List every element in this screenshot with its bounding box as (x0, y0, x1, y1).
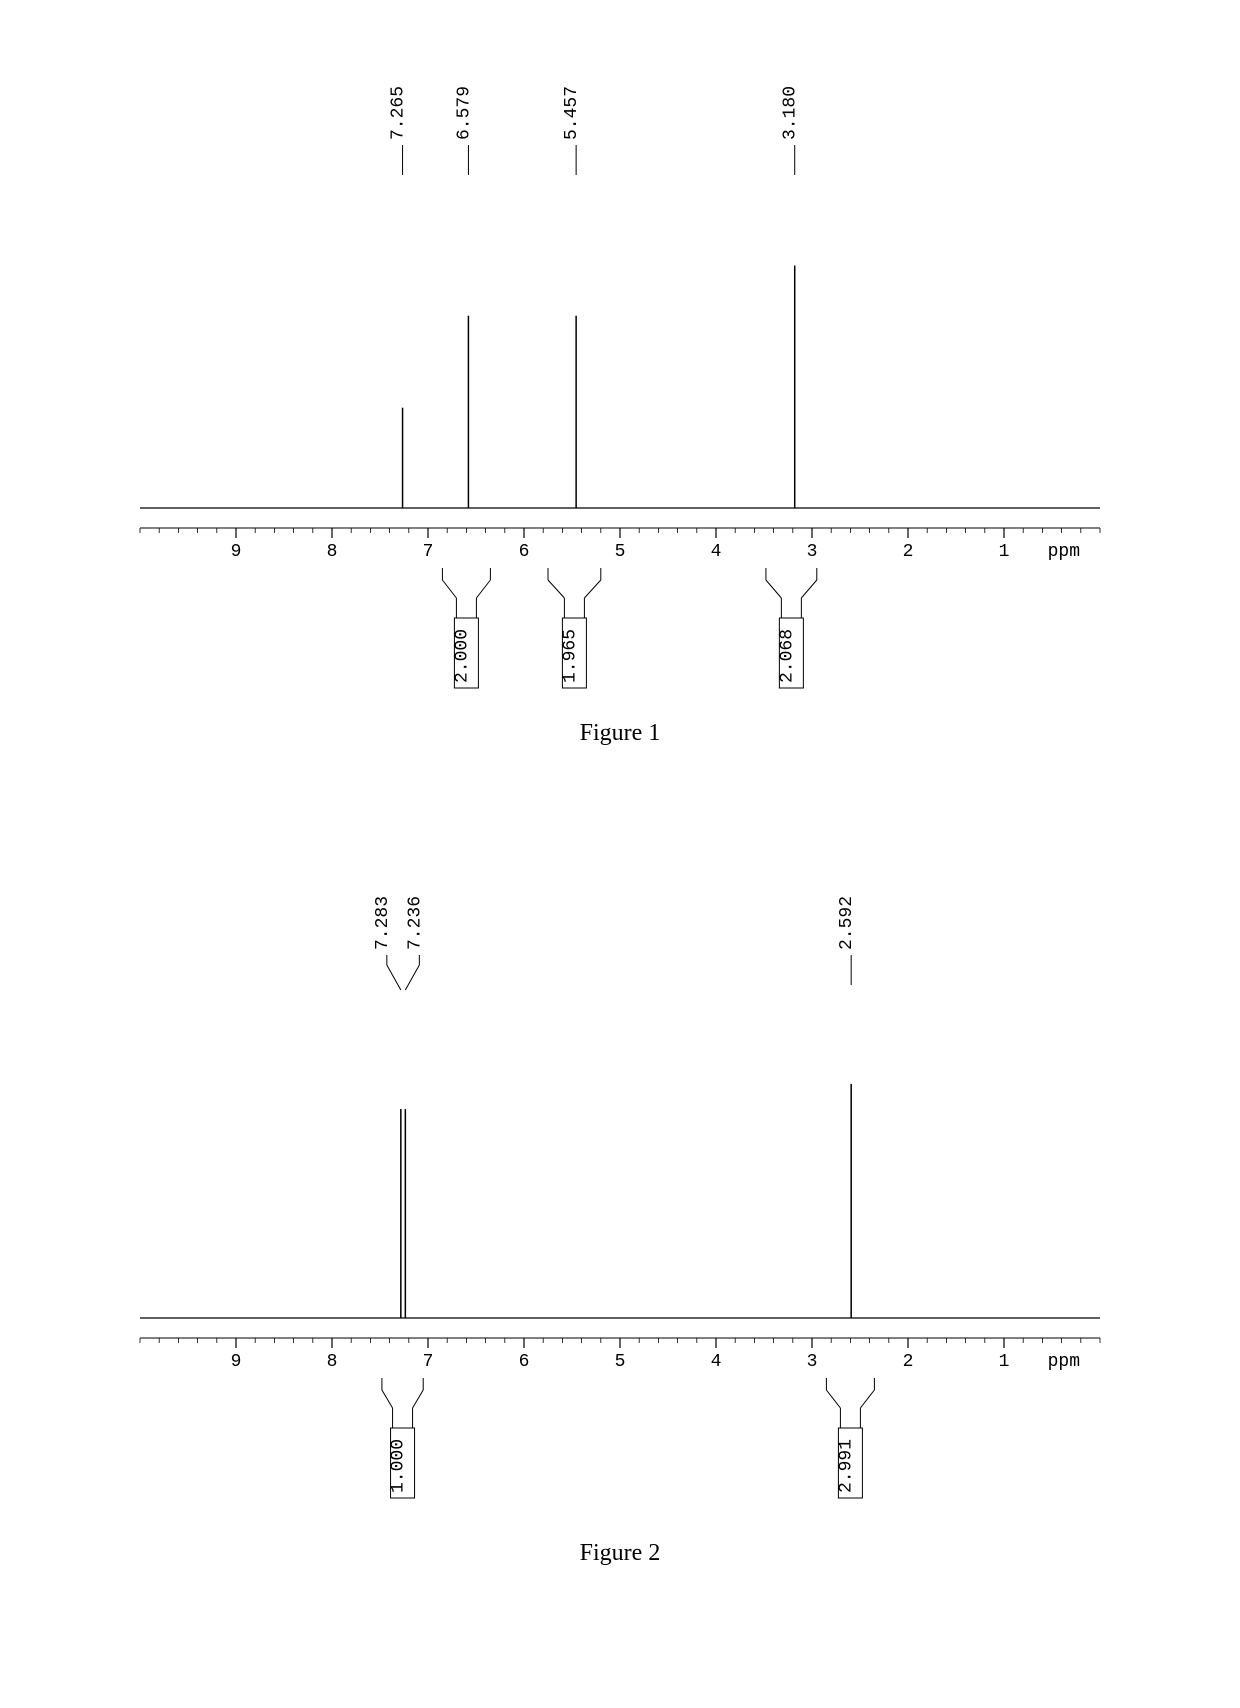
svg-text:1.000: 1.000 (389, 1439, 409, 1493)
page: 9 8 7 6 5 4 3 2 1 ppm 7.265 6.579 5.457 3.180 2.000 1.9… (0, 0, 1240, 1708)
svg-text:3: 3 (807, 542, 818, 562)
svg-text:7: 7 (423, 542, 434, 562)
svg-text:2: 2 (903, 1352, 914, 1372)
svg-text:2.068: 2.068 (777, 629, 797, 683)
svg-text:2: 2 (903, 542, 914, 562)
svg-text:7.265: 7.265 (389, 86, 409, 140)
svg-text:5.457: 5.457 (562, 86, 582, 140)
svg-text:6.579: 6.579 (454, 86, 474, 140)
svg-text:3.180: 3.180 (781, 86, 801, 140)
figure-2-container: 9 8 7 6 5 4 3 2 1 ppm 7.283 7.236 2.592 1.000 2.991 (130, 870, 1110, 1510)
svg-text:ppm: ppm (1048, 1352, 1080, 1372)
svg-text:6: 6 (519, 542, 530, 562)
nmr-spectrum-figure-2: 9 8 7 6 5 4 3 2 1 ppm 7.283 7.236 2.592 1.000 2.991 (130, 870, 1110, 1510)
svg-text:8: 8 (327, 542, 338, 562)
svg-text:1: 1 (999, 542, 1010, 562)
svg-text:7.283: 7.283 (373, 896, 393, 950)
svg-text:8: 8 (327, 1352, 338, 1372)
svg-text:2.592: 2.592 (837, 896, 857, 950)
figure-2-caption: Figure 2 (0, 1540, 1240, 1567)
svg-text:1.965: 1.965 (560, 629, 580, 683)
svg-text:9: 9 (231, 1352, 242, 1372)
svg-text:3: 3 (807, 1352, 818, 1372)
svg-text:4: 4 (711, 542, 722, 562)
nmr-spectrum-figure-1: 9 8 7 6 5 4 3 2 1 ppm 7.265 6.579 5.457 3.180 2.000 1.9… (130, 60, 1110, 700)
svg-text:2.991: 2.991 (836, 1439, 856, 1493)
svg-text:5: 5 (615, 542, 626, 562)
figure-1-container: 9 8 7 6 5 4 3 2 1 ppm 7.265 6.579 5.457 3.180 2.000 1.9… (130, 60, 1110, 700)
svg-text:2.000: 2.000 (452, 629, 472, 683)
svg-text:1: 1 (999, 1352, 1010, 1372)
svg-text:7.236: 7.236 (405, 896, 425, 950)
figure-1-caption: Figure 1 (0, 720, 1240, 747)
svg-text:9: 9 (231, 542, 242, 562)
svg-text:ppm: ppm (1048, 542, 1080, 562)
svg-text:5: 5 (615, 1352, 626, 1372)
svg-text:7: 7 (423, 1352, 434, 1372)
svg-text:6: 6 (519, 1352, 530, 1372)
svg-text:4: 4 (711, 1352, 722, 1372)
